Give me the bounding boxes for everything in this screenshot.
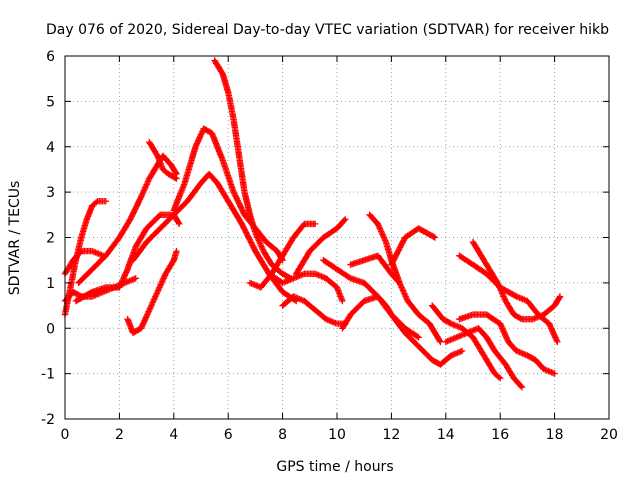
x-tick-label: 4 bbox=[169, 427, 178, 443]
series-markers bbox=[246, 220, 319, 291]
series-markers bbox=[170, 125, 286, 264]
x-tick-label: 12 bbox=[382, 427, 400, 443]
series-markers bbox=[72, 211, 183, 305]
series-markers bbox=[75, 152, 180, 287]
y-tick-label: 5 bbox=[46, 94, 55, 110]
series-track-10 bbox=[211, 57, 294, 282]
series-markers bbox=[293, 216, 349, 277]
x-tick-label: 14 bbox=[437, 427, 455, 443]
series-track-13 bbox=[279, 293, 349, 327]
x-axis-label: GPS time / hours bbox=[276, 459, 393, 475]
series-track-24 bbox=[469, 238, 564, 323]
y-tick-label: -2 bbox=[41, 412, 55, 428]
series-track-14 bbox=[293, 216, 349, 277]
grid bbox=[65, 56, 609, 419]
series-markers bbox=[146, 139, 180, 182]
series-markers bbox=[366, 211, 444, 346]
x-tick-label: 10 bbox=[328, 427, 346, 443]
series-markers bbox=[320, 257, 466, 368]
series-track-17 bbox=[366, 211, 444, 346]
series-markers bbox=[456, 311, 558, 377]
y-tick-label: -1 bbox=[41, 367, 55, 383]
y-tick-label: 4 bbox=[46, 140, 55, 156]
series-markers bbox=[469, 238, 564, 323]
series-markers bbox=[279, 293, 349, 327]
chart-title: Day 076 of 2020, Sidereal Day-to-day VTE… bbox=[46, 22, 609, 38]
series-track-8 bbox=[129, 170, 300, 305]
series-track-9 bbox=[170, 125, 286, 264]
y-axis-label: SDTVAR / TECUs bbox=[7, 181, 23, 296]
x-tick-label: 2 bbox=[115, 427, 124, 443]
x-tick-label: 16 bbox=[491, 427, 509, 443]
series-track-18 bbox=[320, 257, 466, 368]
x-tick-label: 0 bbox=[61, 427, 70, 443]
series-track-19 bbox=[388, 225, 439, 268]
y-tick-label: 0 bbox=[46, 321, 55, 337]
series-track-4 bbox=[75, 152, 180, 287]
y-tick-label: 2 bbox=[46, 231, 55, 247]
x-tick-label: 6 bbox=[224, 427, 233, 443]
series-track-6 bbox=[124, 247, 180, 336]
series-track-22 bbox=[456, 311, 558, 377]
series-markers bbox=[129, 170, 300, 305]
series-markers bbox=[211, 57, 294, 282]
x-tick-label: 18 bbox=[546, 427, 564, 443]
y-tick-label: 6 bbox=[46, 49, 55, 65]
data-points bbox=[61, 57, 564, 391]
y-tick-label: 3 bbox=[46, 185, 55, 201]
series-markers bbox=[442, 325, 526, 391]
x-tick-label: 20 bbox=[600, 427, 618, 443]
series-markers bbox=[124, 247, 180, 336]
series-track-11 bbox=[246, 220, 319, 291]
series-track-7 bbox=[146, 139, 180, 182]
series-track-5 bbox=[72, 211, 183, 305]
x-tick-label: 8 bbox=[278, 427, 287, 443]
y-tick-label: 1 bbox=[46, 276, 55, 292]
series-markers bbox=[388, 225, 439, 268]
series-track-21 bbox=[442, 325, 526, 391]
